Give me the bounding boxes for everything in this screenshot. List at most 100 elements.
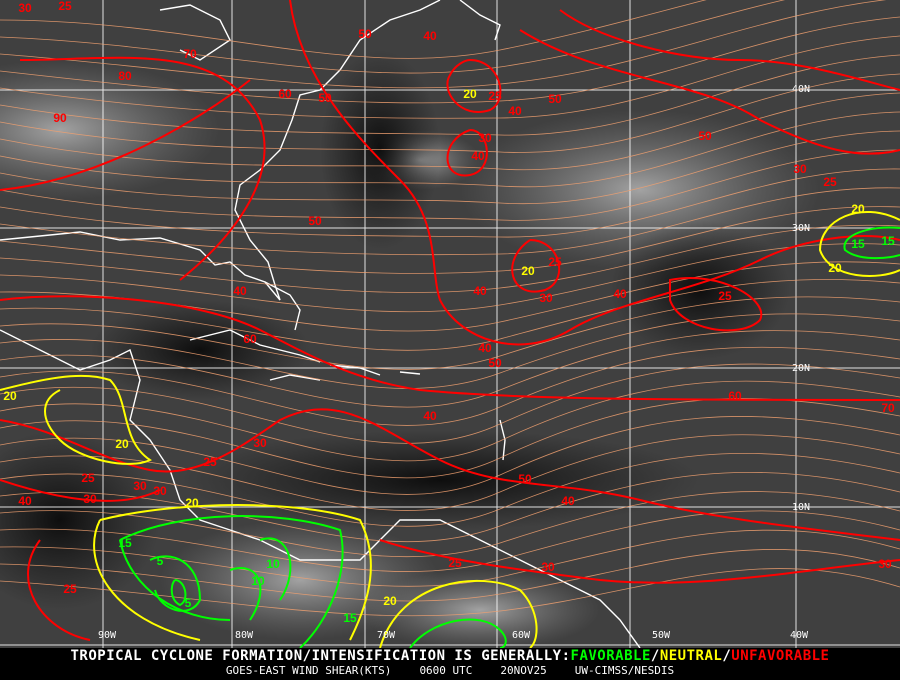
contour-label: 20 <box>3 389 17 403</box>
headline-prefix: TROPICAL CYCLONE FORMATION/INTENSIFICATI… <box>70 648 571 664</box>
contour-label: 25 <box>488 89 502 103</box>
streamline <box>0 471 900 543</box>
contour-label: 40 <box>561 494 575 508</box>
legend-favorable: FAVORABLE <box>570 648 651 664</box>
contour-label: 50 <box>548 92 562 106</box>
contour-label: 70 <box>881 401 895 415</box>
contour-label: 50 <box>318 91 332 105</box>
contour-label: 40 <box>233 284 247 298</box>
streamline <box>0 363 900 444</box>
streamline <box>0 330 900 408</box>
contour-label: 25 <box>81 471 95 485</box>
contour-label: 30 <box>83 492 97 506</box>
contour-label: 30 <box>793 162 807 176</box>
latitude-label: 40N <box>792 84 810 95</box>
streamline <box>0 296 900 370</box>
streamline <box>0 416 900 495</box>
latitude-label: 20N <box>792 363 810 374</box>
product-name: GOES-EAST WIND SHEAR(KTS) <box>225 664 392 677</box>
contour-label: 20 <box>851 202 865 216</box>
contour-label: 40 <box>18 494 32 508</box>
contour-label: 5 <box>185 596 192 610</box>
contour-label: 40 <box>423 409 437 423</box>
contour-label: 50 <box>358 27 372 41</box>
streamline <box>0 92 900 171</box>
contour-label: 25 <box>823 175 837 189</box>
data-source: UW-CIMSS/NESDIS <box>574 664 675 677</box>
grid-labels: 90W 80W 70W 60W 50W 40W 40N 30N 20N 10N <box>98 84 810 641</box>
contour-label: 30 <box>539 291 553 305</box>
contour-label: 10 <box>251 574 265 588</box>
contour-label: 15 <box>118 536 132 550</box>
contour-label: 5 <box>157 554 164 568</box>
contour-label: 30 <box>478 131 492 145</box>
contour-label: 25 <box>718 289 732 303</box>
contour-label: 40 <box>478 341 492 355</box>
coastlines <box>0 0 641 648</box>
headline: TROPICAL CYCLONE FORMATION/INTENSIFICATI… <box>0 648 900 664</box>
streamline <box>0 549 900 602</box>
contour-label: 50 <box>488 356 502 370</box>
contour-label: 15 <box>851 237 865 251</box>
contour-label: 30 <box>878 557 892 571</box>
longitude-label: 60W <box>512 630 531 641</box>
streamline <box>0 168 900 238</box>
separator: / <box>650 648 660 664</box>
streamline <box>0 0 786 74</box>
shear-contours <box>0 0 900 648</box>
latitude-label: 30N <box>792 223 810 234</box>
longitude-label: 80W <box>235 630 254 641</box>
streamline <box>0 224 900 293</box>
contour-label: 70 <box>183 47 197 61</box>
streamline <box>0 149 900 221</box>
streamline <box>0 568 900 617</box>
contour-label: 30 <box>253 436 267 450</box>
streamline <box>0 452 900 527</box>
streamline <box>0 130 900 205</box>
product-info: GOES-EAST WIND SHEAR(KTS) 0600 UTC 20NOV25… <box>0 664 900 677</box>
contour-label: 20 <box>463 87 477 101</box>
streamline <box>0 346 900 426</box>
legend-unfavorable: UNFAVORABLE <box>731 648 830 664</box>
legend-neutral: NEUTRAL <box>659 648 723 664</box>
contour-label: 20 <box>521 264 535 278</box>
contour-label: 40 <box>613 287 627 301</box>
streamline <box>0 380 900 462</box>
lat-lon-grid <box>0 0 900 648</box>
contour-label: 25 <box>448 556 462 570</box>
contour-label: 90 <box>53 111 67 125</box>
streamline <box>0 510 900 572</box>
contour-label: 40 <box>473 284 487 298</box>
satellite-imagery <box>0 50 820 648</box>
contour-label: 50 <box>308 214 322 228</box>
streamline <box>0 279 900 351</box>
contour-label: 20 <box>383 594 397 608</box>
contour-label: 50 <box>518 472 532 486</box>
separator: / <box>722 648 732 664</box>
contour-label: 60 <box>243 332 257 346</box>
streamline <box>0 187 900 256</box>
longitude-label: 70W <box>377 630 396 641</box>
contour-label: 50 <box>698 129 712 143</box>
valid-time: 0600 UTC <box>419 664 473 677</box>
streamline <box>0 111 900 188</box>
contour-label: 80 <box>118 69 132 83</box>
streamline <box>0 434 900 511</box>
contour-label: 40 <box>423 29 437 43</box>
latitude-label: 10N <box>792 502 810 513</box>
contour-label: 30 <box>133 479 147 493</box>
contour-label: 40 <box>508 104 522 118</box>
streamline <box>0 73 900 153</box>
contour-label: 60 <box>728 389 742 403</box>
streamline <box>0 206 900 274</box>
longitude-label: 40W <box>790 630 809 641</box>
contour-label: 10 <box>266 557 280 571</box>
longitude-label: 90W <box>98 630 117 641</box>
contour-label: 25 <box>548 255 562 269</box>
contour-label: 30 <box>153 484 167 498</box>
contour-label: 15 <box>881 234 895 248</box>
streamline <box>0 0 707 59</box>
